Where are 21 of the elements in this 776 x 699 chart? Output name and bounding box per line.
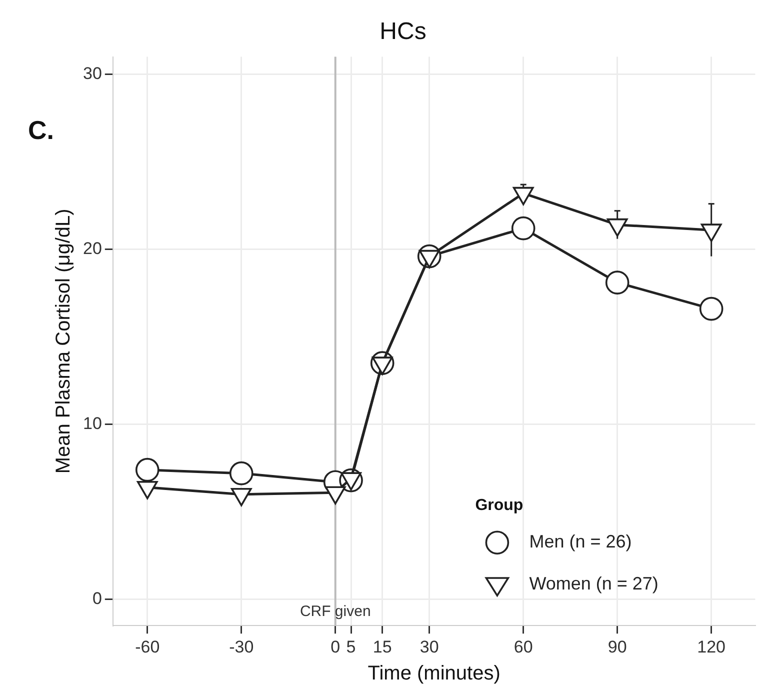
y-tick-label: 10 xyxy=(82,414,102,434)
y-tick-label: 20 xyxy=(82,239,102,258)
y-axis-title: Mean Plasma Cortisol (μg/dL) xyxy=(52,208,75,474)
x-tick-label: 90 xyxy=(608,637,627,656)
text: C. xyxy=(28,115,54,146)
x-tick-label: 120 xyxy=(697,637,726,656)
x-tick-label: 0 xyxy=(330,637,340,656)
y-tick-label: 30 xyxy=(82,64,102,83)
x-tick-label: 5 xyxy=(346,637,356,656)
x-tick-label: -60 xyxy=(135,637,160,656)
x-tick-label: 30 xyxy=(420,637,439,656)
x-axis-title: Time (minutes) xyxy=(368,662,500,685)
x-tick-label: 60 xyxy=(514,637,533,656)
chart-title: HCs xyxy=(380,18,426,46)
y-tick-label: 0 xyxy=(92,589,102,608)
x-tick-label: -30 xyxy=(229,637,254,656)
x-tick-label: 15 xyxy=(372,637,392,656)
legend-label: Women (n = 27) xyxy=(529,574,658,594)
legend-title: Group xyxy=(475,497,524,514)
legend-label: Men (n = 26) xyxy=(529,532,632,552)
ref-line-label: CRF given xyxy=(300,603,371,620)
